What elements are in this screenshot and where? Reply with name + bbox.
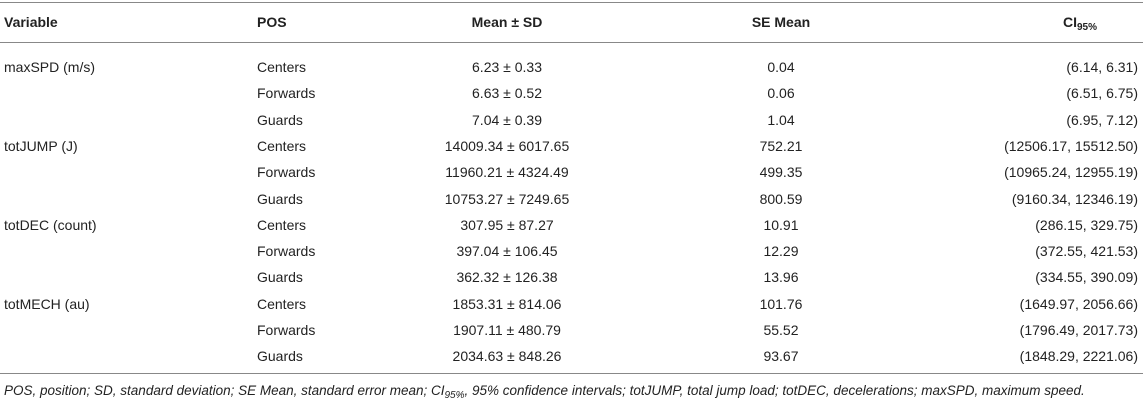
header-text: CI — [1062, 14, 1077, 30]
pos-cell: Centers — [257, 295, 307, 312]
se-cell: 12.29 — [763, 243, 799, 260]
pos-cell: Centers — [257, 137, 307, 154]
pos-cell: Forwards — [257, 243, 316, 260]
pos-cell: Centers — [257, 216, 307, 233]
mean-cell: 6.63 ± 0.52 — [472, 85, 542, 102]
variable-cell: totDEC (count) — [4, 216, 97, 233]
se-cell: 0.04 — [767, 59, 795, 75]
variable-cell: totJUMP (J) — [4, 137, 78, 154]
pos-cell: Guards — [257, 348, 303, 365]
se-cell: 800.59 — [759, 190, 803, 207]
ci-cell: (1796.49, 2017.73) — [1019, 322, 1138, 338]
header-cell: SE Mean — [751, 14, 811, 30]
footnote-text: POS, position; SD, standard deviation; S… — [4, 383, 445, 398]
se-cell: 499.35 — [759, 164, 803, 181]
ci-cell: (1649.97, 2056.66) — [1019, 295, 1138, 312]
ci-cell: (12506.17, 15512.50) — [1004, 137, 1138, 154]
header-cell: Variable — [4, 14, 58, 30]
se-cell: 10.91 — [763, 216, 799, 233]
mean-cell: 397.04 ± 106.45 — [456, 243, 558, 260]
se-cell: 101.76 — [759, 295, 803, 312]
pos-cell: Forwards — [257, 322, 316, 338]
header-cell: Mean ± SD — [471, 14, 543, 30]
se-cell: 93.67 — [763, 348, 799, 365]
variable-cell: maxSPD (m/s) — [4, 59, 95, 75]
footnote-text: , 95% confidence intervals; totJUMP, tot… — [464, 383, 1085, 398]
mean-cell: 2034.63 ± 848.26 — [452, 348, 562, 365]
mean-cell: 307.95 ± 87.27 — [460, 216, 554, 233]
pos-cell: Centers — [257, 59, 307, 75]
pos-cell: Forwards — [257, 164, 316, 181]
header-cell: CI95% — [980, 12, 1143, 33]
se-cell: 752.21 — [759, 137, 803, 154]
ci-cell: (372.55, 421.53) — [1035, 243, 1138, 260]
ci-cell: (9160.34, 12346.19) — [1011, 190, 1138, 207]
rule — [0, 373, 1143, 374]
mean-cell: 14009.34 ± 6017.65 — [444, 137, 570, 154]
mean-cell: 6.23 ± 0.33 — [472, 59, 542, 75]
ci-cell: (6.95, 7.12) — [1066, 111, 1138, 128]
rule — [0, 42, 1143, 43]
ci-cell: (6.51, 6.75) — [1066, 85, 1138, 102]
mean-cell: 7.04 ± 0.39 — [472, 111, 542, 128]
mean-cell: 10753.27 ± 7249.65 — [444, 190, 570, 207]
mean-cell: 11960.21 ± 4324.49 — [445, 164, 569, 181]
mean-cell: 1907.11 ± 480.79 — [453, 322, 561, 338]
mean-cell: 362.32 ± 126.38 — [456, 269, 558, 286]
pos-cell: Guards — [257, 269, 303, 286]
variable-cell: totMECH (au) — [4, 295, 90, 312]
pos-cell: Guards — [257, 111, 303, 128]
pos-cell: Guards — [257, 190, 303, 207]
pos-cell: Forwards — [257, 85, 316, 102]
rule — [0, 2, 1143, 3]
ci-cell: (10965.24, 12955.19) — [1004, 164, 1138, 181]
header-subscript: 95% — [1076, 22, 1097, 33]
header-cell: POS — [257, 14, 287, 30]
footnote: POS, position; SD, standard deviation; S… — [4, 383, 1085, 401]
se-cell: 55.52 — [763, 322, 799, 338]
ci-cell: (1848.29, 2221.06) — [1019, 348, 1138, 365]
se-cell: 1.04 — [767, 111, 795, 128]
ci-cell: (334.55, 390.09) — [1035, 269, 1138, 286]
ci-cell: (6.14, 6.31) — [1066, 59, 1138, 75]
ci-cell: (286.15, 329.75) — [1035, 216, 1138, 233]
se-cell: 0.06 — [767, 85, 795, 102]
footnote-subscript: 95% — [444, 390, 465, 401]
mean-cell: 1853.31 ± 814.06 — [452, 295, 562, 312]
se-cell: 13.96 — [763, 269, 799, 286]
